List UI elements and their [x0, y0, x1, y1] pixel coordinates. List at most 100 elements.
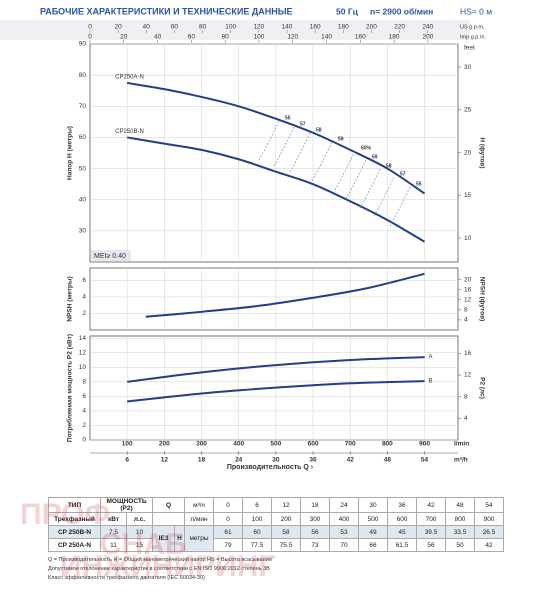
- plot-area: [89, 267, 459, 331]
- table-cell: 54: [474, 497, 505, 513]
- x-tick-label: 12: [161, 457, 169, 464]
- efficiency-label: 55: [416, 181, 422, 187]
- table-cell: 0: [213, 497, 244, 513]
- table-cell: 53: [329, 525, 360, 539]
- efficiency-label: 59: [372, 154, 378, 160]
- efficiency-line: [359, 168, 381, 209]
- y2-tick-label: 4: [464, 317, 468, 324]
- x-axis-unit: m³/h: [454, 457, 468, 464]
- x-tick-label: 200: [159, 441, 170, 448]
- top-tick-label: 20: [115, 24, 123, 31]
- y2-tick-label: 4: [464, 415, 468, 422]
- top-tick-label: 180: [338, 24, 349, 31]
- y-tick-label: 50: [79, 165, 87, 172]
- y2-tick-label: 12: [464, 372, 472, 379]
- table-cell: 48: [445, 497, 476, 513]
- y-tick-label: 10: [79, 364, 87, 371]
- y2-tick-label: 30: [464, 64, 472, 71]
- table-cell: 500: [358, 512, 389, 526]
- efficiency-label: 59: [338, 136, 344, 142]
- table-cell: 56: [300, 525, 331, 539]
- table-cell: [152, 512, 186, 526]
- table-cell: H: [174, 525, 186, 552]
- top-tick-label: 160: [310, 24, 321, 31]
- table-cell: 900: [474, 512, 505, 526]
- y2-tick-label: 8: [464, 307, 468, 314]
- top-tick-label: 20: [120, 34, 128, 41]
- efficiency-label: 55: [285, 115, 291, 121]
- table-cell: л/мин: [184, 512, 215, 526]
- table-cell: 75.5: [271, 538, 302, 552]
- y-axis-label: Напор H (метры): [67, 126, 74, 180]
- top-tick-label: 80: [199, 24, 207, 31]
- y-tick-label: 4: [82, 294, 86, 301]
- series-label: CP250A-N: [115, 75, 144, 81]
- table-cell: 33.5: [445, 525, 476, 539]
- line-series: [127, 356, 425, 383]
- line-series: [127, 81, 426, 195]
- series-label: A: [429, 355, 433, 361]
- table-cell: 45: [387, 525, 418, 539]
- top-tick-label: 200: [422, 34, 433, 41]
- efficiency-label: 57: [400, 171, 406, 177]
- table-cell: 0: [213, 512, 244, 526]
- top-tick-label: 220: [394, 24, 405, 31]
- y-tick-label: 80: [79, 72, 87, 79]
- top-tick-label: 0: [88, 24, 92, 31]
- y-tick-label: 0: [82, 437, 86, 444]
- table-cell: 200: [271, 512, 302, 526]
- y-tick-label: 6: [82, 393, 86, 400]
- table-row: CP 250A-N 11 15 79 77.5 75.5 73 70 66 61.5 56 50 42: [48, 538, 505, 552]
- y2-tick-label: 15: [464, 192, 472, 199]
- table-cell: Трехфазный: [48, 512, 101, 526]
- top-tick-label: 240: [422, 24, 433, 31]
- x-tick-label: 600: [308, 441, 319, 448]
- top-tick-label: 40: [154, 34, 162, 41]
- efficiency-line: [389, 186, 411, 227]
- table-cell: 61: [213, 525, 244, 539]
- x-tick-label: 700: [345, 441, 356, 448]
- y-axis-label: NPSH (метры): [67, 276, 74, 321]
- y-tick-label: 2: [82, 422, 86, 429]
- top-axis-unit: US g.p.m.: [460, 24, 485, 30]
- y-tick-label: 70: [79, 103, 87, 110]
- line-series: [127, 136, 426, 243]
- top-tick-label: 120: [253, 24, 264, 31]
- x-tick-label: 300: [196, 441, 207, 448]
- y2-tick-label: 25: [464, 107, 472, 114]
- efficiency-line: [334, 150, 356, 191]
- series-label: CP250B-N: [115, 129, 144, 135]
- x-tick-label: 42: [347, 457, 355, 464]
- efficiency-line: [289, 132, 311, 173]
- y2-axis-label: H (футов): [478, 137, 485, 168]
- efficiency-label: 60%: [361, 145, 372, 151]
- table-cell: 600: [387, 512, 418, 526]
- table-cell: 42: [416, 497, 447, 513]
- table-row: Трехфазный кВт л.с. л/мин 0 100 200 300 400 500 60…: [48, 512, 505, 526]
- y-tick-label: 30: [79, 228, 87, 235]
- table-cell: 61.5: [387, 538, 418, 552]
- table-cell: 18: [300, 497, 331, 513]
- table-cell: 73: [300, 538, 331, 552]
- y-tick-label: 90: [79, 41, 87, 48]
- y-tick-label: 12: [79, 349, 87, 356]
- table-cell: 11: [100, 538, 127, 552]
- top-tick-label: 180: [389, 34, 400, 41]
- table-cell: 70: [329, 538, 360, 552]
- y-tick-label: 8: [82, 379, 86, 386]
- y-tick-label: 2: [82, 310, 86, 317]
- y2-axis-label: P2 (лс): [478, 377, 485, 399]
- table-cell: 400: [329, 512, 360, 526]
- mei-label: MEI≥ 0.40: [94, 253, 126, 260]
- y-tick-label: 60: [79, 134, 87, 141]
- top-tick-label: 100: [254, 34, 265, 41]
- table-cell: 300: [300, 512, 331, 526]
- efficiency-label: 58: [316, 127, 322, 133]
- table-cell: 77.5: [242, 538, 273, 552]
- table-cell: кВт: [100, 512, 127, 526]
- y2-tick-label: 8: [464, 393, 468, 400]
- x-tick-label: 400: [233, 441, 244, 448]
